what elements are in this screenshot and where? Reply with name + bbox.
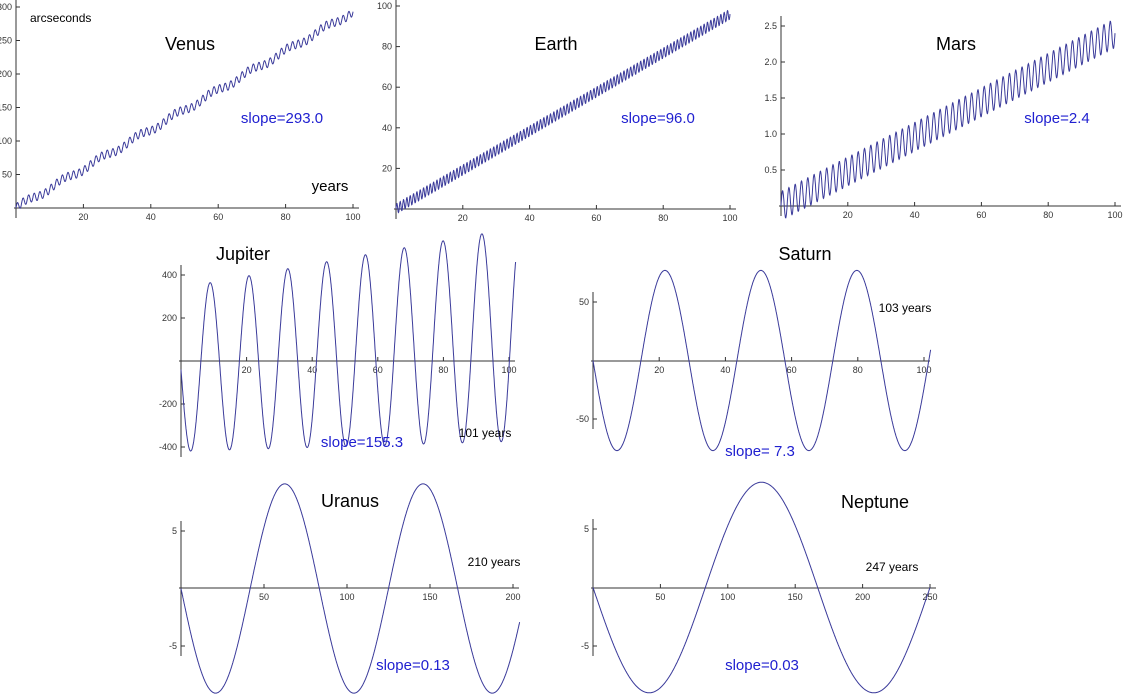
earth-series-line <box>395 9 731 214</box>
saturn-x-tick-label: 60 <box>787 365 797 375</box>
saturn-slope-label: slope= 7.3 <box>725 443 795 460</box>
saturn-x-tick-label: 40 <box>720 365 730 375</box>
earth-title: Earth <box>534 34 577 54</box>
saturn-x-tick-label: 100 <box>916 365 931 375</box>
earth-x-tick-label: 60 <box>591 213 601 223</box>
venus-x-tick-label: 60 <box>213 212 223 222</box>
venus-x-axis-label: years <box>312 178 349 195</box>
mars-x-tick-label: 20 <box>843 210 853 220</box>
neptune-y-tick-label: 5 <box>584 524 589 534</box>
saturn-x-tick-label: 80 <box>853 365 863 375</box>
jupiter-chart: 20 40 60 80 100-400-200200400Jupiterslope=15… <box>159 233 517 457</box>
mars-x-tick-label: 60 <box>976 210 986 220</box>
jupiter-x-tick-label: 40 <box>307 365 317 375</box>
mars-y-tick-label: 2.5 <box>764 21 777 31</box>
venus-x-tick-label: 40 <box>146 212 156 222</box>
venus-x-tick-label: 80 <box>281 212 291 222</box>
saturn-x-tick-label: 20 <box>654 365 664 375</box>
earth-y-tick-label: 60 <box>382 82 392 92</box>
earth-y-tick-label: 100 <box>377 1 392 11</box>
earth-x-tick-label: 80 <box>658 213 668 223</box>
venus-y-axis-label: arcseconds <box>30 11 91 25</box>
venus-y-tick-label: 150 <box>0 103 12 113</box>
jupiter-title: Jupiter <box>216 244 270 264</box>
saturn-chart: 20 40 60 80 100 -50 50 Saturn slope= 7.3 103 year… <box>576 244 932 460</box>
mars-slope-label: slope=2.4 <box>1024 110 1089 127</box>
neptune-chart: 50 100 150 200 250 -5 5 Neptune slope=0.03 247 ye… <box>581 481 938 694</box>
earth-x-tick-label: 100 <box>722 213 737 223</box>
earth-x-tick-label: 40 <box>525 213 535 223</box>
mars-y-tick-label: 1.5 <box>764 93 777 103</box>
jupiter-x-tick-label: 60 <box>373 365 383 375</box>
neptune-x-tick-label: 150 <box>788 592 803 602</box>
venus-chart: 20 40 60 80 100 50 100 150 200 250 300 Venus slope=2… <box>0 0 361 222</box>
mars-x-tick-label: 40 <box>910 210 920 220</box>
uranus-y-tick-label: 5 <box>172 526 177 536</box>
earth-y-tick-label: 40 <box>382 123 392 133</box>
earth-y-tick-label: 80 <box>382 42 392 52</box>
jupiter-period-label: 101 years <box>459 426 512 440</box>
venus-y-tick-label: 250 <box>0 36 12 46</box>
earth-y-tick-label: 20 <box>382 163 392 173</box>
mars-y-tick-label: 1.0 <box>764 129 777 139</box>
mars-x-tick-label: 100 <box>1107 210 1122 220</box>
neptune-y-tick-label: -5 <box>581 641 589 651</box>
uranus-x-tick-label: 200 <box>505 592 520 602</box>
jupiter-slope-label: slope=155.3 <box>321 434 403 451</box>
uranus-chart: 50 100 150 200 -5 5 Uranus slope=0.13 210 years <box>169 483 521 694</box>
earth-x-tick-label: 20 <box>458 213 468 223</box>
saturn-y-tick-label: 50 <box>579 297 589 307</box>
saturn-y-tick-label: -50 <box>576 414 589 424</box>
saturn-title: Saturn <box>778 244 831 264</box>
uranus-y-tick-label: -5 <box>169 641 177 651</box>
uranus-x-tick-label: 50 <box>259 592 269 602</box>
uranus-title: Uranus <box>321 491 379 511</box>
earth-slope-label: slope=96.0 <box>621 110 695 127</box>
venus-x-tick-label: 20 <box>78 212 88 222</box>
venus-y-tick-label: 50 <box>2 170 12 180</box>
venus-y-tick-label: 300 <box>0 2 12 12</box>
jupiter-x-tick-label: 20 <box>242 365 252 375</box>
venus-x-tick-label: 100 <box>345 212 360 222</box>
neptune-x-tick-label: 250 <box>922 592 937 602</box>
neptune-x-tick-label: 50 <box>655 592 665 602</box>
venus-y-tick-label: 200 <box>0 69 12 79</box>
neptune-slope-label: slope=0.03 <box>725 657 799 674</box>
mars-series-line <box>780 20 1116 219</box>
mars-x-tick-label: 80 <box>1043 210 1053 220</box>
jupiter-y-tick-label: 400 <box>162 270 177 280</box>
neptune-title: Neptune <box>841 492 909 512</box>
earth-chart: 20 40 60 80 100 20 40 60 80 100 Earth slope=96.0 <box>377 0 738 223</box>
jupiter-y-tick-label: -200 <box>159 399 177 409</box>
uranus-x-tick-label: 100 <box>339 592 354 602</box>
venus-y-tick-label: 100 <box>0 136 12 146</box>
mars-y-tick-label: 0.5 <box>764 165 777 175</box>
uranus-period-label: 210 years <box>468 555 521 569</box>
jupiter-y-tick-label: 200 <box>162 313 177 323</box>
venus-slope-label: slope=293.0 <box>241 110 323 127</box>
jupiter-y-tick-label: -400 <box>159 442 177 452</box>
mars-chart: 20 40 60 80 100 0.5 1.0 1.5 2.0 2.5 Mars slope=2.4 <box>764 16 1123 220</box>
uranus-series-line <box>180 483 521 694</box>
jupiter-x-tick-label: 80 <box>438 365 448 375</box>
venus-series-line <box>15 10 354 209</box>
venus-title: Venus <box>165 34 215 54</box>
neptune-period-label: 247 years <box>866 560 919 574</box>
uranus-slope-label: slope=0.13 <box>376 657 450 674</box>
neptune-x-tick-label: 100 <box>720 592 735 602</box>
jupiter-series-line <box>180 233 517 452</box>
uranus-x-tick-label: 150 <box>422 592 437 602</box>
neptune-series-line <box>592 481 931 694</box>
mars-y-tick-label: 2.0 <box>764 57 777 67</box>
saturn-period-label: 103 years <box>879 301 932 315</box>
neptune-x-tick-label: 200 <box>855 592 870 602</box>
mars-title: Mars <box>936 34 976 54</box>
saturn-series-line <box>592 269 932 452</box>
